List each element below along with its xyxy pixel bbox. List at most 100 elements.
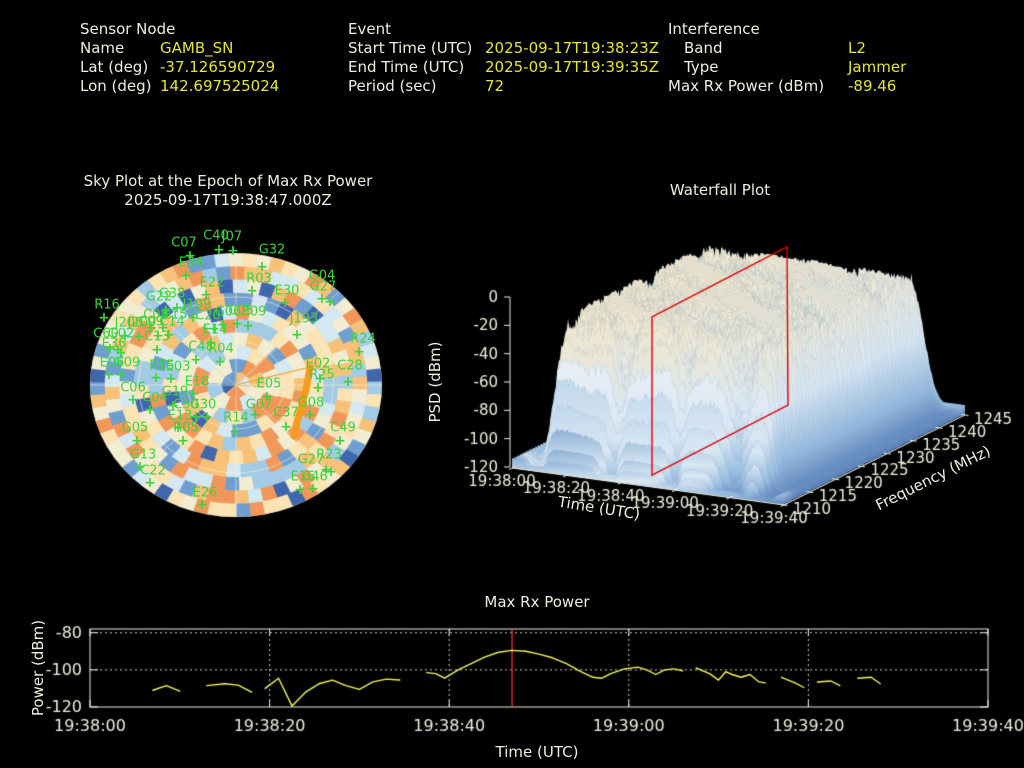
satellite-marker: + — [165, 371, 177, 387]
satellite-label: C05 — [228, 303, 254, 319]
header-interference-row-1-label: Type — [684, 58, 719, 76]
satellite-label: C04 — [142, 390, 168, 406]
satellite-label: C13 — [144, 329, 170, 345]
satellite-marker: + — [177, 433, 189, 449]
satellite-marker: + — [167, 398, 179, 414]
satellite-label: R14 — [223, 410, 249, 426]
sky-plot-canvas — [85, 230, 395, 540]
satellite-label: G32 — [258, 242, 286, 258]
satellite-marker: + — [127, 392, 139, 408]
header-event-row-1-value: 2025-09-17T19:39:35Z — [485, 58, 659, 76]
satellite-label: E16 — [290, 469, 316, 485]
satellite-marker: + — [214, 354, 226, 370]
satellite-label: C14 — [159, 314, 185, 330]
satellite-label: E15 — [162, 307, 188, 323]
satellite-marker: + — [213, 242, 225, 258]
satellite-label: G04 — [308, 268, 336, 284]
satellite-marker: + — [316, 291, 328, 307]
satellite-label: C09 — [138, 314, 164, 330]
satellite-label: C07 — [171, 235, 197, 251]
satellite-marker: + — [157, 320, 169, 336]
satellite-marker: + — [312, 380, 324, 396]
satellite-marker: + — [104, 341, 116, 357]
satellite-marker: + — [304, 407, 316, 423]
satellite-marker: + — [190, 352, 202, 368]
satellite-label: R15 — [149, 358, 175, 374]
satellite-label: G05 — [121, 420, 149, 436]
satellite-label: E09 — [241, 304, 267, 320]
satellite-label: J209 — [127, 315, 157, 331]
header-interference-row-0-value: L2 — [848, 39, 866, 57]
satellite-marker: + — [217, 317, 229, 333]
satellite-marker: + — [144, 475, 156, 491]
satellite-label: J193 — [289, 311, 319, 327]
header-sensor-row-0-value: GAMB_SN — [160, 39, 234, 57]
sky-plot-title: Sky Plot at the Epoch of Max Rx Power — [83, 172, 373, 190]
satellite-label: R16 — [94, 297, 120, 313]
satellite-label: C22 — [140, 463, 166, 479]
satellite-marker: + — [134, 459, 146, 475]
interference-section-title: Interference — [668, 20, 760, 38]
header-interference-row-1-value: Jammer — [848, 58, 907, 76]
satellite-label: R05 — [173, 420, 199, 436]
power-plot-canvas — [20, 590, 1024, 765]
satellite-label: C28 — [337, 358, 363, 374]
satellite-marker: + — [201, 409, 213, 425]
satellite-marker: + — [280, 419, 292, 435]
satellite-marker: + — [307, 481, 319, 497]
header-interference-row-2-label: Max Rx Power (dBm) — [668, 77, 825, 95]
satellite-label: G13 — [129, 447, 157, 463]
header-interference-row-2-value: -89.46 — [848, 77, 897, 95]
satellite-marker: + — [314, 371, 326, 387]
satellite-label: G22 — [145, 289, 173, 305]
satellite-label: E02 — [305, 356, 331, 372]
satellite-label: R04 — [208, 341, 234, 357]
satellite-label: G27 — [297, 452, 325, 468]
satellite-marker: + — [231, 316, 243, 332]
satellite-label: C20 — [195, 308, 221, 324]
satellite-label: G30 — [189, 397, 217, 413]
satellite-label: G08 — [297, 395, 325, 411]
satellite-label: E13 — [167, 408, 193, 424]
satellite-label: E18 — [184, 374, 210, 390]
satellite-label: G06 — [214, 304, 242, 320]
header-event-row-0-label: Start Time (UTC) — [348, 39, 473, 57]
satellite-marker: + — [208, 321, 220, 337]
waterfall-canvas — [400, 230, 1024, 560]
header-sensor-row-0-label: Name — [80, 39, 125, 57]
satellite-marker: + — [227, 243, 239, 259]
satellite-marker: + — [151, 342, 163, 358]
satellite-label: R23 — [316, 447, 342, 463]
satellite-marker: + — [353, 344, 365, 360]
satellite-label: E06 — [99, 355, 125, 371]
waterfall-title: Waterfall Plot — [669, 181, 771, 199]
header-event-row-1-label: End Time (UTC) — [348, 58, 465, 76]
satellite-marker: + — [229, 424, 241, 440]
event-section-title: Event — [348, 20, 391, 38]
satellite-marker: + — [256, 259, 268, 275]
satellite-marker: + — [172, 420, 184, 436]
satellite-marker: + — [246, 283, 258, 299]
satellite-label: C46 — [302, 469, 328, 485]
satellite-marker: + — [279, 295, 291, 311]
satellite-marker: + — [163, 327, 175, 343]
sensor-node-section-title: Sensor Node — [80, 20, 176, 38]
satellite-marker: + — [291, 327, 303, 343]
satellite-label: E05 — [256, 376, 282, 392]
satellite-marker: + — [205, 335, 217, 351]
header-sensor-row-2-value: 142.697525024 — [160, 77, 280, 95]
satellite-marker: + — [171, 300, 183, 316]
sky-plot-subtitle: 2025-09-17T19:38:47.000Z — [124, 191, 332, 209]
satellite-marker: + — [119, 328, 131, 344]
satellite-label: G07 — [245, 397, 273, 413]
satellite-marker: + — [261, 389, 273, 405]
satellite-label: G38 — [158, 286, 186, 302]
satellite-label: E34 — [178, 255, 204, 271]
satellite-marker: + — [190, 409, 202, 425]
header-event-row-2-label: Period (sec) — [348, 77, 437, 95]
satellite-label: G19 — [161, 384, 189, 400]
satellite-label: E22 — [199, 275, 225, 291]
satellite-label: J07 — [221, 229, 243, 245]
satellite-marker: + — [160, 303, 172, 319]
